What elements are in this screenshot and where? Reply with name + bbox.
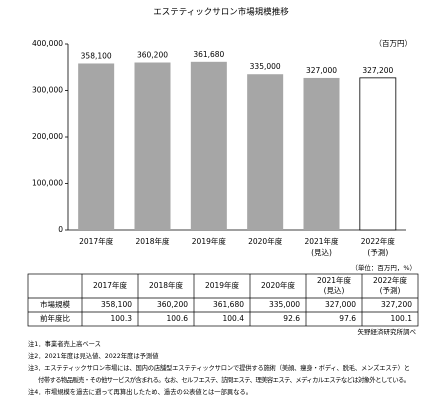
table-row-label: 市場規模 [40, 299, 70, 309]
table-header: 2020年度 [261, 280, 296, 290]
note: 注4．市場規模を過去に遡って再算出したため、過去の公表値とは一部異なる。 [28, 387, 252, 396]
table-header: 2019年度 [205, 280, 240, 290]
value-label: 361,680 [193, 50, 224, 59]
note: 付帯する物品販売・その他サービスが含まれる。なお、セルフエステ、訪問エステ、理美… [38, 375, 410, 384]
note: 注2．2021年度は見込値、2022年度は予測値 [28, 351, 159, 360]
table-header: (予測) [380, 285, 401, 295]
x-tick-note: (予測) [367, 247, 388, 257]
y-tick-label: 0 [58, 225, 63, 234]
value-label: 360,200 [137, 51, 168, 60]
table-header: 2022年度 [373, 275, 408, 285]
bar [190, 61, 227, 230]
x-tick-label: 2022年度 [361, 236, 396, 246]
table-cell: 100.1 [391, 314, 413, 323]
bar [359, 77, 397, 231]
value-label: 358,100 [81, 51, 112, 60]
table-cell: 327,200 [381, 300, 412, 309]
table-header: (見込) [324, 286, 345, 295]
y-tick-label: 100,000 [32, 179, 63, 188]
value-label: 335,000 [250, 62, 281, 71]
table-header: 2018年度 [149, 280, 184, 290]
table-unit: （単位：百万円，%） [351, 263, 416, 272]
table-cell: 100.6 [167, 314, 189, 323]
bar [247, 74, 284, 230]
y-tick-label: 400,000 [32, 39, 63, 48]
x-tick-label: 2017年度 [79, 236, 114, 246]
table-cell: 361,680 [213, 300, 244, 309]
table-cell: 100.4 [223, 314, 245, 323]
x-tick-label: 2021年度 [304, 236, 339, 246]
y-tick-label: 200,000 [32, 132, 63, 141]
table-cell: 97.6 [339, 314, 356, 323]
table-header: 2017年度 [93, 280, 128, 290]
bar [134, 62, 171, 230]
value-label: 327,200 [362, 66, 393, 75]
y-tick-label: 300,000 [32, 86, 63, 95]
table-cell: 327,000 [325, 300, 356, 309]
x-tick-label: 2019年度 [192, 236, 227, 246]
value-label: 327,000 [306, 66, 337, 75]
source: 矢野経済研究所調べ [358, 327, 417, 336]
table-header: 2021年度 [317, 275, 352, 285]
x-tick-note: (見込) [311, 248, 332, 257]
x-tick-label: 2020年度 [248, 236, 283, 246]
note: 注3．エステティックサロン市場には、国内の店舗型エステティックサロンで提供する施… [28, 363, 410, 372]
y-unit: （百万円） [375, 39, 413, 48]
table-border [27, 273, 419, 327]
table-cell: 358,100 [101, 300, 132, 309]
bar [78, 63, 115, 230]
x-tick-label: 2018年度 [135, 236, 170, 246]
table-cell: 100.3 [111, 314, 133, 323]
chart-title: エステティックサロン市場規模推移 [153, 7, 289, 18]
table-cell: 335,000 [269, 300, 300, 309]
note: 注1．事業者売上高ベース [28, 339, 101, 348]
table-cell: 360,200 [157, 300, 188, 309]
table-cell: 92.6 [283, 314, 300, 323]
table-row-label: 前年度比 [40, 313, 70, 323]
bar [303, 77, 340, 230]
